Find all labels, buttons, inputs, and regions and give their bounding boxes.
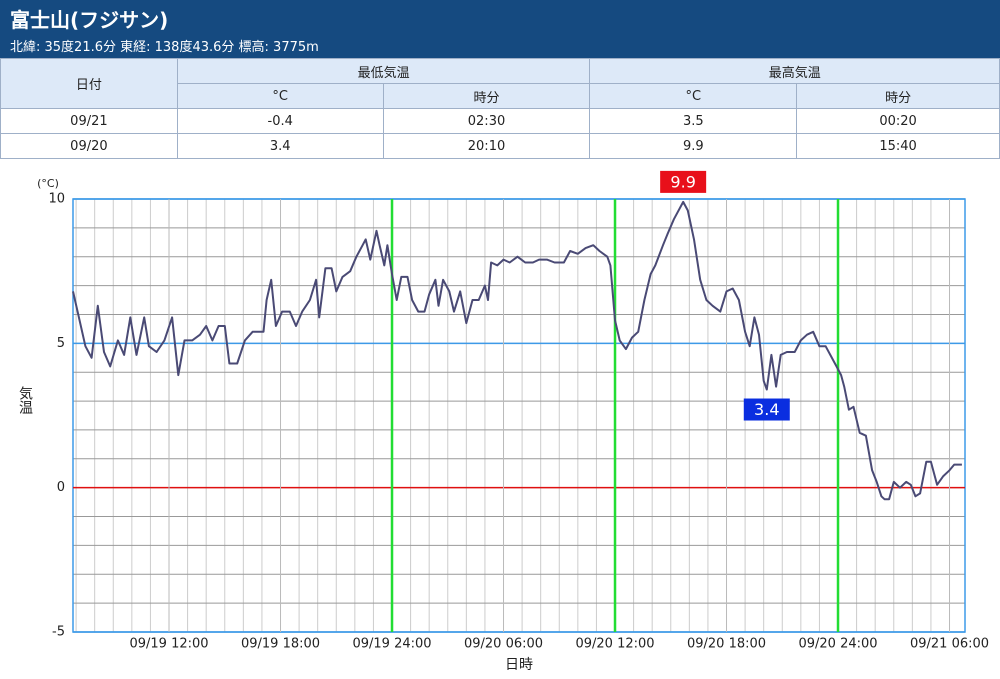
- y-tick-label: 5: [57, 336, 65, 351]
- chart: (°C) 気温 日時 -5 0 5 10 09/19 12:00 09/19 18:00 0…: [17, 170, 989, 673]
- x-axis-title: 日時: [505, 657, 533, 673]
- header-cell: 最低気温: [176, 58, 591, 84]
- y-unit: (°C): [37, 177, 59, 190]
- min-label: 3.4: [754, 400, 779, 419]
- x-tick-label: 09/19 12:00: [129, 637, 208, 652]
- cell: 20:10: [382, 133, 591, 159]
- station-title: 富士山(フジサン): [10, 8, 169, 32]
- cell: 15:40: [796, 133, 1000, 159]
- cell: 09/21: [0, 108, 178, 134]
- header: 富士山(フジサン) 北緯: 35度21.6分 東経: 138度43.6分 標高:…: [0, 0, 1000, 58]
- x-tick-label: 09/20 18:00: [687, 637, 766, 652]
- summary-table: 日付 最低気温 最高気温 °C 時分 °C 時分 09/21 -0.4 02:30 3.5 00:…: [0, 58, 1000, 159]
- y-tick-label: 0: [57, 480, 65, 495]
- x-tick-label: 09/20 12:00: [575, 637, 654, 652]
- plot-border: [72, 198, 966, 633]
- cell: 09/20: [0, 133, 178, 159]
- y-axis-title: 気温: [17, 386, 33, 414]
- cell: -0.4: [176, 108, 384, 134]
- header-cell: °C: [589, 83, 798, 109]
- cell: 02:30: [382, 108, 591, 134]
- x-tick-label: 09/19 24:00: [352, 637, 431, 652]
- header-cell: 時分: [796, 83, 1000, 109]
- cell: 3.4: [176, 133, 384, 159]
- y-tick-label: 10: [48, 192, 65, 207]
- x-tick-label: 09/19 18:00: [241, 637, 320, 652]
- header-cell: 時分: [382, 83, 591, 109]
- x-tick-label: 09/20 24:00: [798, 637, 877, 652]
- temperature-line: [72, 200, 962, 501]
- cell: 00:20: [796, 108, 1000, 134]
- x-tick-label: 09/20 06:00: [464, 637, 543, 652]
- max-label: 9.9: [670, 172, 695, 191]
- header-cell: 日付: [0, 58, 178, 109]
- cell: 9.9: [589, 133, 798, 159]
- cell: 3.5: [589, 108, 798, 134]
- y-tick-label: -5: [52, 625, 65, 640]
- header-cell: °C: [176, 83, 384, 109]
- max-label-box: [660, 170, 707, 193]
- min-label-box: [743, 398, 790, 421]
- station-info: 北緯: 35度21.6分 東経: 138度43.6分 標高: 3775m: [10, 40, 319, 55]
- x-tick-label: 09/21 06:00: [910, 637, 989, 652]
- header-cell: 最高気温: [589, 58, 1000, 84]
